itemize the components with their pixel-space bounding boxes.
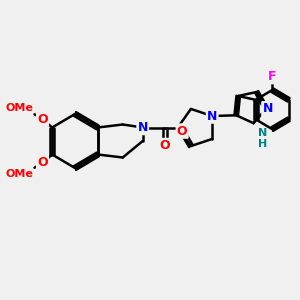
Text: N: N: [207, 110, 217, 122]
Text: O: O: [37, 156, 48, 169]
Text: OMe: OMe: [5, 169, 33, 179]
Text: N: N: [262, 102, 273, 115]
Text: N: N: [137, 121, 148, 134]
Text: O: O: [177, 124, 188, 137]
Text: F: F: [268, 70, 276, 83]
Text: O: O: [159, 139, 170, 152]
Text: O: O: [37, 113, 48, 126]
Text: OMe: OMe: [5, 103, 33, 113]
Text: N
H: N H: [258, 128, 267, 149]
